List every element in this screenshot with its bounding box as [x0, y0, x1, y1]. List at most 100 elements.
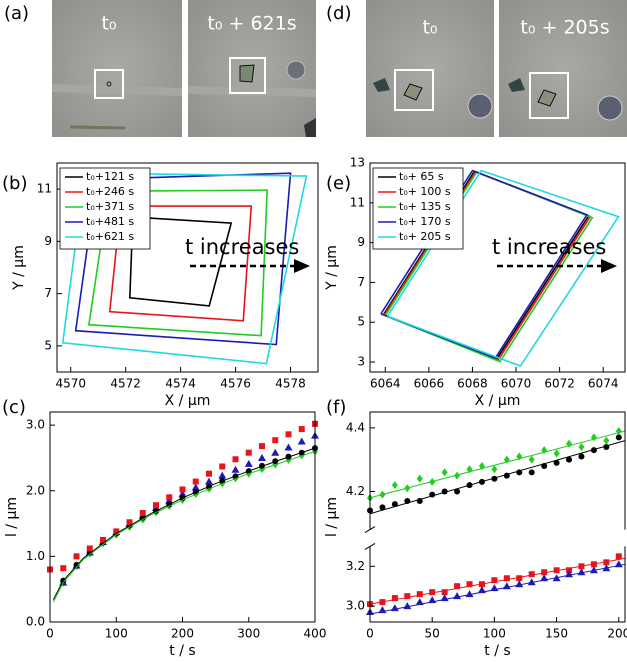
data-point [259, 443, 265, 450]
frame-label: t₀ [101, 13, 116, 35]
outline [128, 216, 233, 307]
data-point [231, 465, 240, 473]
data-point [415, 598, 424, 606]
texture [51, 84, 183, 96]
legend-label: t₀+371 s [86, 200, 134, 213]
panel-label: (d) [326, 3, 351, 24]
fit-line [52, 447, 316, 600]
y-tick-label: 13 [350, 156, 365, 170]
data-point [416, 474, 423, 483]
data-point [206, 470, 212, 477]
texture [187, 86, 317, 97]
data-point [391, 481, 398, 490]
y-tick-label: 3.0 [26, 418, 45, 432]
fit-line [369, 440, 626, 515]
data-point [541, 569, 548, 576]
debris [69, 125, 126, 130]
y-tick-label: 7 [44, 286, 52, 300]
data-point [578, 442, 585, 451]
crystal [537, 89, 557, 107]
legend-label: t₀+ 100 s [399, 185, 451, 198]
x-tick-label: 100 [483, 627, 506, 641]
x-tick-label: 6074 [588, 377, 619, 391]
y-tick-label: 4.2 [346, 484, 365, 498]
data-point [100, 536, 106, 543]
data-point [404, 593, 411, 600]
data-point [191, 483, 200, 491]
data-point [244, 459, 253, 467]
data-point [232, 456, 239, 463]
y-tick-label: 5 [357, 315, 365, 329]
data-point [615, 434, 622, 441]
data-point [553, 449, 560, 458]
data-point [166, 494, 173, 501]
panel-label: (f) [326, 397, 346, 418]
data-point [615, 553, 622, 560]
fit-line [52, 450, 316, 603]
outline [87, 189, 269, 337]
data-point [589, 566, 598, 574]
outline [108, 205, 253, 322]
data-point [503, 575, 510, 582]
x-tick-label: 6068 [457, 377, 488, 391]
panel-label: (c) [2, 397, 26, 418]
data-point [615, 427, 622, 436]
x-tick-label: 100 [105, 627, 128, 641]
x-tick-label: 400 [304, 627, 327, 641]
y-tick-label: 9 [44, 234, 52, 248]
frame-label: t₀ [422, 17, 437, 39]
x-axis-label: t / s [169, 643, 195, 658]
data-point [454, 583, 461, 590]
data-point [139, 510, 146, 517]
crystal [403, 83, 423, 101]
y-tick-label: 3.0 [346, 599, 365, 613]
x-tick-label: 0 [366, 627, 374, 641]
data-point [271, 448, 280, 456]
data-point [429, 589, 436, 596]
data-point [205, 477, 213, 485]
data-point [527, 578, 536, 586]
y-tick-label: 0.0 [26, 615, 45, 629]
data-point [491, 465, 498, 474]
x-tick-label: 4578 [275, 377, 306, 391]
panel-label: (b) [2, 173, 27, 194]
data-point [379, 504, 386, 511]
x-tick-label: 0 [46, 627, 54, 641]
data-point [113, 528, 120, 535]
data-point [192, 478, 199, 485]
y-axis-label: Y / µm [11, 245, 27, 291]
x-tick-label: 200 [607, 627, 627, 641]
box [529, 72, 569, 119]
box [229, 57, 266, 94]
panel-label: (e) [326, 173, 351, 194]
bubble [286, 60, 306, 80]
legend-box [59, 167, 151, 250]
legend-label: t₀+ 170 s [399, 215, 451, 228]
y-tick-label: 5 [44, 338, 52, 352]
data-point [566, 456, 573, 463]
data-point [297, 437, 306, 445]
legend-label: t₀+ 205 s [399, 230, 451, 243]
frame-label: t₀ + 205s [520, 17, 609, 39]
frame [369, 162, 626, 373]
x-tick-label: 4572 [110, 377, 141, 391]
legend-label: t₀+ 135 s [399, 200, 451, 213]
data-point [578, 453, 585, 460]
x-axis-label: X / µm [165, 393, 211, 409]
annotation-arrowhead [601, 259, 617, 273]
data-point [466, 581, 473, 588]
data-point [86, 545, 93, 552]
data-point [528, 455, 535, 464]
data-point [454, 488, 461, 495]
y-tick-label: 11 [37, 182, 52, 196]
x-tick-label: 6064 [370, 377, 401, 391]
x-tick-label: 150 [545, 627, 568, 641]
x-tick-label: 300 [237, 627, 260, 641]
y-tick-label: 11 [350, 195, 365, 209]
data-point [553, 459, 560, 466]
data-point [603, 436, 610, 445]
data-point [454, 471, 461, 480]
axis-break [364, 526, 376, 534]
frame [49, 411, 316, 623]
x-tick-label: 50 [425, 627, 440, 641]
